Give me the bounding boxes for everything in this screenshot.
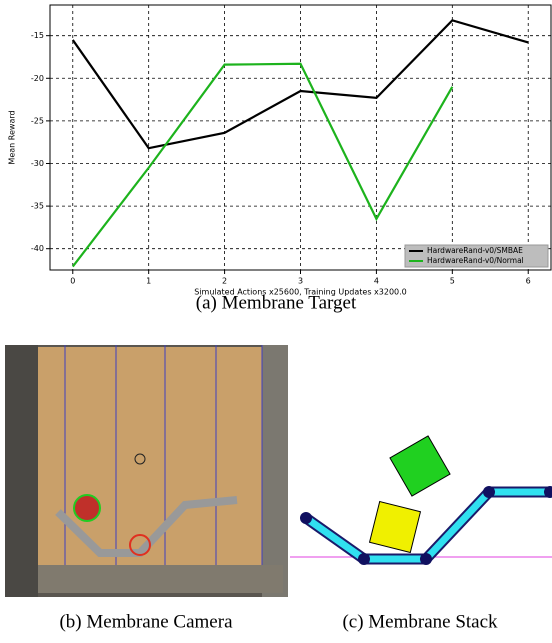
legend: [404, 244, 549, 268]
line: [71, 19, 529, 150]
stack-diagram: [290, 435, 552, 565]
legend-label: HardwareRand-v0/Normal: [427, 256, 524, 265]
caption: (b) Membrane Camera: [59, 611, 233, 632]
line: [71, 62, 454, 268]
y-tick-label: -20: [31, 74, 44, 83]
y-tick-label: -15: [31, 31, 44, 40]
x-tick-label: 3: [298, 277, 303, 286]
x-tick-label: 6: [526, 277, 531, 286]
y-tick-label: -25: [31, 116, 44, 125]
x-tick-label: 1: [146, 277, 151, 286]
x-tick-label: 5: [450, 277, 455, 286]
legend-label: HardwareRand-v0/SMBAE: [427, 246, 523, 255]
caption: (c) Membrane Stack: [342, 611, 498, 632]
y-tick-label: -35: [31, 202, 44, 211]
y-axis-label: Mean Reward: [8, 110, 17, 164]
y-tick-label: -40: [31, 244, 44, 253]
x-axis-label: Simulated Actions x25600, Training Updat…: [194, 288, 407, 297]
x-tick-label: 2: [222, 277, 227, 286]
y-tick-label: -30: [31, 159, 44, 168]
x-tick-label: 4: [374, 277, 379, 286]
camera-image: [5, 345, 288, 597]
x-tick-label: 0: [70, 277, 75, 286]
caption: (a) Membrane Target: [196, 292, 357, 313]
